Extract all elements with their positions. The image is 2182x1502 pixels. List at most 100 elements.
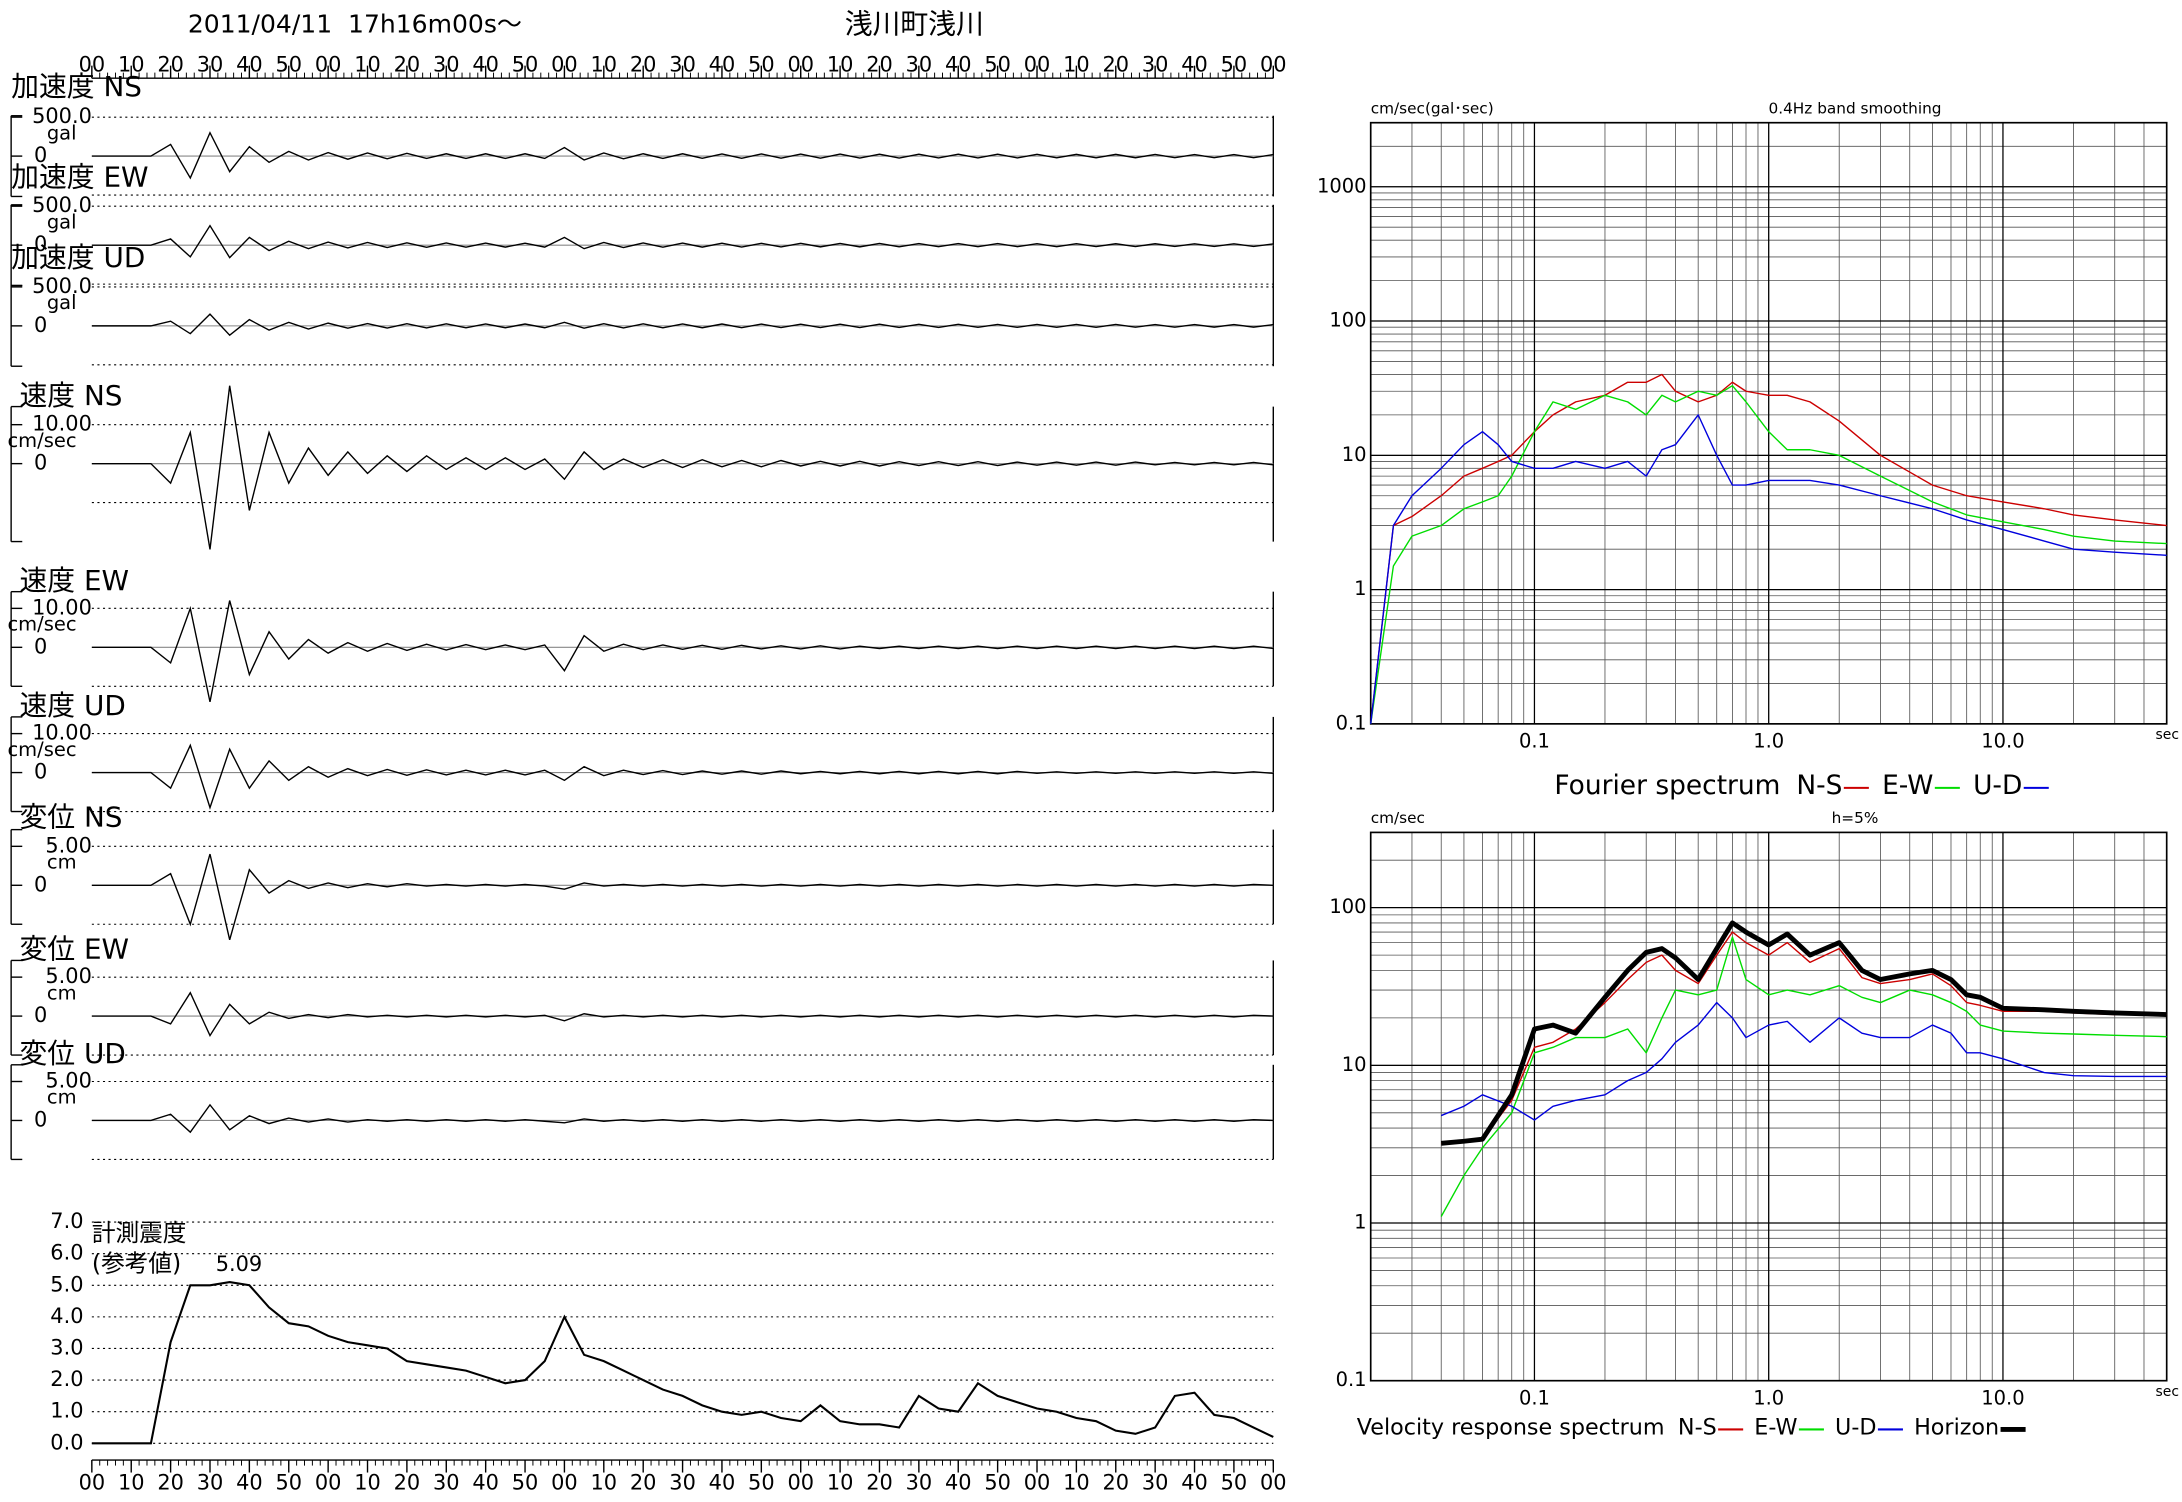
waveform xyxy=(91,131,1274,180)
x-tick-label: 00 xyxy=(1260,1471,1287,1495)
y-tick-label: 1 xyxy=(1354,577,1366,600)
waveform xyxy=(91,385,1274,550)
y-tick-label: 10 xyxy=(1342,443,1367,466)
y-tick-label: 0.1 xyxy=(1336,1368,1367,1391)
unit-label: cm/sec xyxy=(7,738,76,761)
x-tick-label: 20 xyxy=(1102,1471,1129,1495)
y-tick-label: 5.00 xyxy=(45,964,91,988)
x-tick-label: 10.0 xyxy=(1981,1386,2024,1409)
unit-label: cm xyxy=(47,1086,77,1109)
unit-label: gal xyxy=(47,121,77,144)
spectrum-line xyxy=(1440,920,2167,1146)
y-tick-label: 500.0 xyxy=(32,274,92,298)
x-tick-label: 00 xyxy=(1024,53,1051,77)
unit-label: cm/sec xyxy=(7,429,76,452)
waveform xyxy=(91,1103,1274,1134)
chart-title: 計測震度 xyxy=(92,1219,187,1247)
x-tick-label: 10 xyxy=(827,53,854,77)
y-tick-label: 100 xyxy=(1329,309,1366,332)
x-tick-label: 00 xyxy=(787,1471,814,1495)
y-axis-label: cm/sec xyxy=(1371,809,1425,827)
x-tick-label: 10 xyxy=(827,1471,854,1495)
y-tick-label: 0 xyxy=(34,872,47,896)
unit-label: cm xyxy=(47,851,77,874)
x-tick-label: 50 xyxy=(984,53,1011,77)
spectrum-line xyxy=(1370,414,2167,724)
x-tick-label: 50 xyxy=(512,53,539,77)
legend-label: E-W xyxy=(1882,770,1933,801)
unit-label: cm/sec xyxy=(7,613,76,636)
x-tick-label: 50 xyxy=(512,1471,539,1495)
x-tick-label: 00 xyxy=(79,53,106,77)
x-tick-label: 50 xyxy=(748,1471,775,1495)
x-tick-label: 20 xyxy=(394,1471,421,1495)
spectrum-line xyxy=(1440,1001,2167,1121)
x-tick-label: 40 xyxy=(472,53,499,77)
y-tick-label: 3.0 xyxy=(50,1335,83,1359)
x-tick-label: 50 xyxy=(275,1471,302,1495)
trace-name: 加速度 UD xyxy=(11,241,145,274)
x-tick-label: 30 xyxy=(1142,1471,1169,1495)
legend-title: Fourier spectrum xyxy=(1554,770,1780,801)
y-tick-label: 5.00 xyxy=(45,833,91,857)
x-tick-label: 50 xyxy=(984,1471,1011,1495)
y-tick-label: 0 xyxy=(34,634,47,658)
trace-name: 変位 NS xyxy=(19,800,122,833)
x-tick-label: 20 xyxy=(1102,53,1129,77)
x-tick-label: 10 xyxy=(354,1471,381,1495)
chart-subtitle: (参考値) xyxy=(92,1250,181,1278)
legend-label: E-W xyxy=(1754,1415,1797,1441)
x-tick-label: 10 xyxy=(1063,1471,1090,1495)
x-tick-label: 30 xyxy=(197,1471,224,1495)
spectrum-line xyxy=(1440,936,2167,1217)
trace-name: 速度 EW xyxy=(19,564,129,597)
x-tick-label: 10 xyxy=(591,53,618,77)
x-tick-label: 30 xyxy=(906,1471,933,1495)
x-tick-label: 50 xyxy=(748,53,775,77)
trace-name: 加速度 NS xyxy=(11,70,142,103)
waveform xyxy=(91,853,1274,941)
x-tick-label: 20 xyxy=(157,1471,184,1495)
y-tick-label: 1.0 xyxy=(50,1399,83,1423)
y-tick-label: 10.00 xyxy=(32,412,92,436)
x-tick-label: 40 xyxy=(945,53,972,77)
x-tick-label: 40 xyxy=(709,1471,736,1495)
plot-note: 0.4Hz band smoothing xyxy=(1768,99,1941,117)
x-tick-label: 30 xyxy=(906,53,933,77)
x-tick-label: 10 xyxy=(118,53,145,77)
y-tick-label: 100 xyxy=(1329,895,1366,918)
y-tick-label: 0 xyxy=(34,143,47,167)
x-tick-label: 0.1 xyxy=(1519,1386,1550,1409)
unit-label: cm xyxy=(47,981,77,1004)
x-tick-label: 20 xyxy=(866,1471,893,1495)
y-tick-label: 0.0 xyxy=(50,1430,83,1454)
y-tick-label: 0 xyxy=(34,1107,47,1131)
x-tick-label: 20 xyxy=(630,1471,657,1495)
x-tick-label: 00 xyxy=(1260,53,1287,77)
trace-name: 変位 UD xyxy=(19,1037,125,1070)
x-tick-label: 1.0 xyxy=(1753,729,1784,752)
x-tick-label: 30 xyxy=(433,1471,460,1495)
peak-label: 5.09 xyxy=(216,1252,262,1276)
plot-frame xyxy=(1369,831,2168,1382)
x-tick-label: 40 xyxy=(236,1471,263,1495)
x-tick-label: 00 xyxy=(551,1471,578,1495)
y-tick-label: 2.0 xyxy=(50,1367,83,1391)
x-tick-label: 50 xyxy=(275,53,302,77)
y-tick-label: 0 xyxy=(34,232,47,256)
x-tick-label: 50 xyxy=(1221,1471,1248,1495)
spectrum-line xyxy=(1370,385,2167,724)
x-tick-label: 10.0 xyxy=(1981,729,2024,752)
x-tick-label: 30 xyxy=(197,53,224,77)
x-tick-label: 10 xyxy=(354,53,381,77)
x-tick-label: 20 xyxy=(157,53,184,77)
trace-name: 変位 EW xyxy=(19,933,129,966)
y-tick-label: 1000 xyxy=(1317,174,1367,197)
x-tick-label: 40 xyxy=(472,1471,499,1495)
y-tick-label: 4.0 xyxy=(50,1304,83,1328)
waveform xyxy=(91,743,1274,810)
station-name: 浅川町浅川 xyxy=(845,7,984,40)
y-axis-label: cm/sec(gal･sec) xyxy=(1371,99,1494,117)
